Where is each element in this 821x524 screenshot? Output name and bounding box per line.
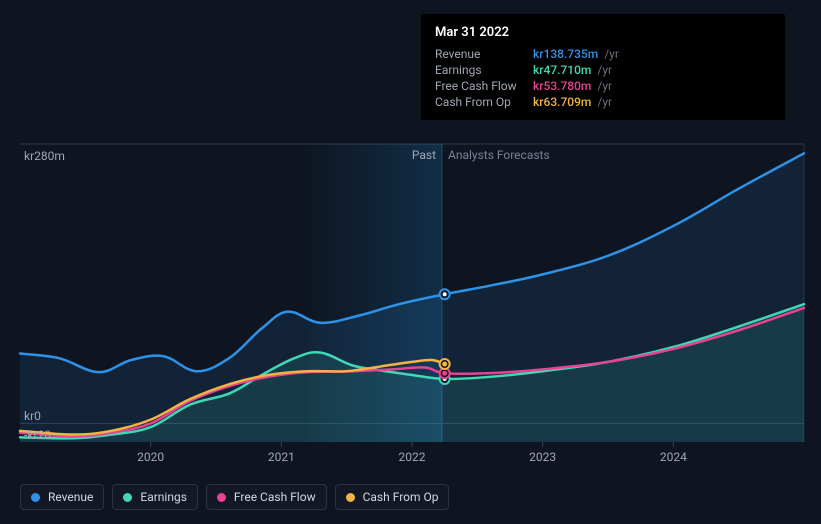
legend-item-label: Cash From Op: [363, 490, 439, 504]
legend-swatch-icon: [123, 493, 132, 502]
tooltip-row-value: kr47.710m: [533, 62, 591, 78]
tooltip-row-label: Revenue: [435, 46, 527, 62]
x-tick-label: 2021: [268, 450, 295, 464]
legend-item-free_cash_flow[interactable]: Free Cash Flow: [206, 484, 327, 510]
y-tick-label: kr0: [24, 409, 41, 423]
forecast-label: Analysts Forecasts: [448, 148, 550, 162]
legend-item-label: Free Cash Flow: [234, 490, 316, 504]
legend-item-revenue[interactable]: Revenue: [20, 484, 104, 510]
tooltip-row-suffix: /yr: [597, 94, 612, 110]
tooltip-row-value: kr63.709m: [533, 94, 591, 110]
tooltip-row-value: kr53.780m: [533, 78, 591, 94]
legend-item-label: Revenue: [48, 490, 93, 504]
x-tick-label: 2023: [529, 450, 556, 464]
legend-item-earnings[interactable]: Earnings: [112, 484, 198, 510]
legend-swatch-icon: [31, 493, 40, 502]
tooltip-row: Free Cash Flow kr53.780m/yr: [435, 78, 771, 94]
x-tick-label: 2020: [137, 450, 164, 464]
x-tick-label: 2022: [399, 450, 426, 464]
y-tick-label: kr280m: [24, 149, 65, 163]
legend-item-cash_from_op[interactable]: Cash From Op: [335, 484, 450, 510]
tooltip-row: Cash From Op kr63.709m/yr: [435, 94, 771, 110]
tooltip-row: Revenue kr138.735m/yr: [435, 46, 771, 62]
financials-chart: { "chart": { "type": "line", "background…: [0, 0, 821, 524]
tooltip-row-suffix: /yr: [604, 46, 619, 62]
tooltip-row-label: Cash From Op: [435, 94, 527, 110]
past-label: Past: [412, 148, 436, 162]
tooltip-row-label: Earnings: [435, 62, 527, 78]
y-tick-label: -kr20: [24, 428, 51, 442]
chart-tooltip: Mar 31 2022 Revenuekr138.735m/yrEarnings…: [421, 14, 785, 120]
tooltip-row-value: kr138.735m: [533, 46, 598, 62]
tooltip-rows: Revenue kr138.735m/yr Earnings kr47.710m/yr…: [435, 46, 771, 111]
x-tick-label: 2024: [660, 450, 687, 464]
tooltip-row-suffix: /yr: [597, 62, 612, 78]
tooltip-row-label: Free Cash Flow: [435, 78, 527, 94]
tooltip-title: Mar 31 2022: [435, 24, 771, 42]
tooltip-row-suffix: /yr: [597, 78, 612, 94]
legend-swatch-icon: [217, 493, 226, 502]
legend-swatch-icon: [346, 493, 355, 502]
tooltip-row: Earnings kr47.710m/yr: [435, 62, 771, 78]
chart-legend: Revenue Earnings Free Cash Flow Cash From O…: [20, 484, 449, 510]
legend-item-label: Earnings: [140, 490, 187, 504]
